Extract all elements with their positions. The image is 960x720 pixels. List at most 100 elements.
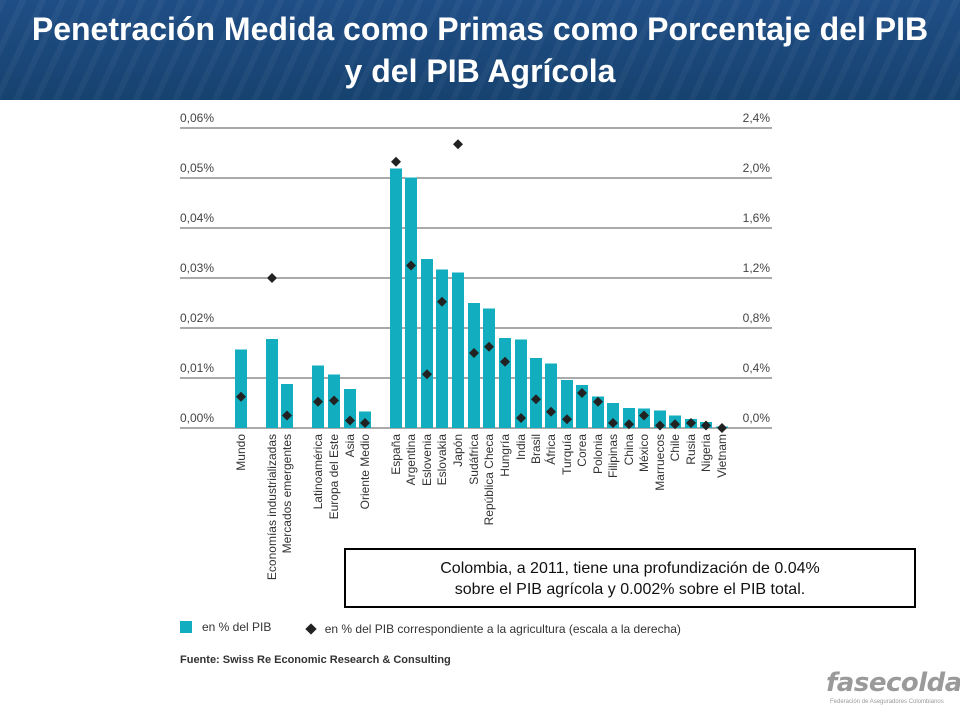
y-tick-left: 0,02% <box>180 311 214 325</box>
diamond-point-5 <box>329 395 339 406</box>
diamond-point-9 <box>406 260 416 271</box>
diamond-point-2 <box>267 273 277 283</box>
y-tick-right: 0,8% <box>743 311 771 325</box>
bar-12 <box>452 272 464 428</box>
diamond-point-13 <box>469 348 479 358</box>
bar-11 <box>436 269 448 428</box>
y-tick-right: 0,4% <box>743 361 771 375</box>
x-tick-label: Marruecos <box>653 434 667 491</box>
y-tick-left: 0,04% <box>180 211 214 225</box>
legend: en % del PIB en % del PIB correspondient… <box>180 620 709 636</box>
x-tick-label: Turquía <box>560 434 574 475</box>
legend-item-bars: en % del PIB <box>180 620 271 634</box>
y-tick-right: 1,2% <box>743 261 771 275</box>
x-tick-label: México <box>637 434 651 472</box>
bar-13 <box>468 303 480 428</box>
diamond-point-28 <box>701 420 711 431</box>
diamond-point-14 <box>484 341 494 352</box>
legend-diamonds-label: en % del PIB correspondiente a la agricu… <box>324 622 681 636</box>
bar-19 <box>561 380 573 428</box>
diamond-point-12 <box>453 139 463 150</box>
x-tick-label: África <box>543 434 558 465</box>
diamond-point-20 <box>577 388 587 398</box>
diamond-point-1 <box>236 391 246 402</box>
diamond-point-7 <box>360 418 370 428</box>
bar-14 <box>483 308 495 428</box>
annotation-line-2: sobre el PIB agrícola y 0.002% sobre el … <box>454 581 806 598</box>
x-tick-label: Chile <box>668 434 682 462</box>
fasecolda-logo: fasecolda Federación de Aseguradores Col… <box>826 668 960 712</box>
x-tick-label: Eslovenia <box>420 434 434 486</box>
x-tick-label: República Checa <box>482 434 496 526</box>
diamond-point-19 <box>562 414 572 425</box>
diamond-point-18 <box>546 406 556 417</box>
bar-6 <box>344 389 356 428</box>
x-tick-label: Mercados emergentes <box>280 434 294 553</box>
bar-17 <box>530 358 542 428</box>
source-note: Fuente: Swiss Re Economic Research & Con… <box>180 654 451 666</box>
bar-8 <box>390 168 402 428</box>
x-tick-label: Nigeria <box>699 434 713 472</box>
diamond-point-27 <box>686 418 696 428</box>
diamond-point-25 <box>655 420 665 431</box>
x-tick-label: Mundo <box>234 434 248 471</box>
bar-1 <box>235 349 247 428</box>
bar-18 <box>545 363 557 428</box>
diamond-point-21 <box>593 396 603 407</box>
x-tick-label: Brasil <box>529 434 543 464</box>
annotation-box: Colombia, a 2011, tiene una profundizaci… <box>344 548 916 608</box>
x-tick-label: Eslovakia <box>435 434 449 486</box>
diamond-point-23 <box>624 419 634 430</box>
y-tick-left: 0,06% <box>180 111 214 125</box>
logo-tagline: Federación de Aseguradores Colombianos <box>830 699 944 705</box>
bar-21 <box>592 396 604 428</box>
y-tick-left: 0,01% <box>180 361 214 375</box>
x-tick-label: Japón <box>451 434 465 467</box>
y-tick-left: 0,05% <box>180 161 214 175</box>
y-tick-right: 1,6% <box>743 211 771 225</box>
x-tick-label: Oriente Medio <box>358 434 372 510</box>
diamond-point-4 <box>313 396 323 407</box>
bar-20 <box>576 385 588 428</box>
diamond-point-8 <box>391 156 401 167</box>
slide-title: Penetración Medida como Primas como Porc… <box>31 11 929 89</box>
diamond-point-3 <box>282 410 292 421</box>
diamond-point-10 <box>422 369 432 380</box>
x-tick-label: Argentina <box>404 434 418 486</box>
x-tick-label: España <box>389 434 403 475</box>
legend-bars-label: en % del PIB <box>202 620 272 634</box>
bar-3 <box>281 384 293 428</box>
diamond-point-15 <box>500 356 510 367</box>
x-tick-label: Europa del Este <box>327 434 341 520</box>
y-tick-right: 2,4% <box>743 111 771 125</box>
legend-diamond-icon <box>305 623 317 635</box>
x-tick-label: Filipinas <box>606 434 620 478</box>
bar-16 <box>515 339 527 428</box>
diamond-point-24 <box>639 410 649 421</box>
x-tick-label: Asia <box>343 434 357 458</box>
logo-wordmark: fasecolda <box>826 668 960 698</box>
diamond-point-17 <box>531 394 541 405</box>
y-tick-right: 2,0% <box>743 161 771 175</box>
x-tick-label: India <box>514 434 528 460</box>
banner-texture <box>0 0 960 100</box>
x-tick-label: Economías industrializadas <box>265 434 279 580</box>
x-tick-label: Latinoamérica <box>311 434 325 510</box>
y-tick-left: 0,03% <box>180 261 214 275</box>
bar-2 <box>266 339 278 428</box>
x-tick-label: China <box>622 434 636 466</box>
x-tick-label: Sudáfrica <box>467 434 481 485</box>
x-tick-label: Hungría <box>498 434 512 477</box>
diamond-point-16 <box>516 413 526 423</box>
y-tick-left: 0,00% <box>180 411 214 425</box>
diamond-point-29 <box>717 423 727 433</box>
legend-bar-swatch <box>180 621 192 633</box>
annotation-line-1: Colombia, a 2011, tiene una profundizaci… <box>440 560 820 577</box>
x-tick-label: Corea <box>575 434 589 467</box>
bar-15 <box>499 338 511 428</box>
diamond-point-6 <box>345 415 355 426</box>
legend-item-diamonds: en % del PIB correspondiente a la agricu… <box>303 622 681 636</box>
bar-9 <box>405 177 417 428</box>
diamond-point-22 <box>608 418 618 428</box>
